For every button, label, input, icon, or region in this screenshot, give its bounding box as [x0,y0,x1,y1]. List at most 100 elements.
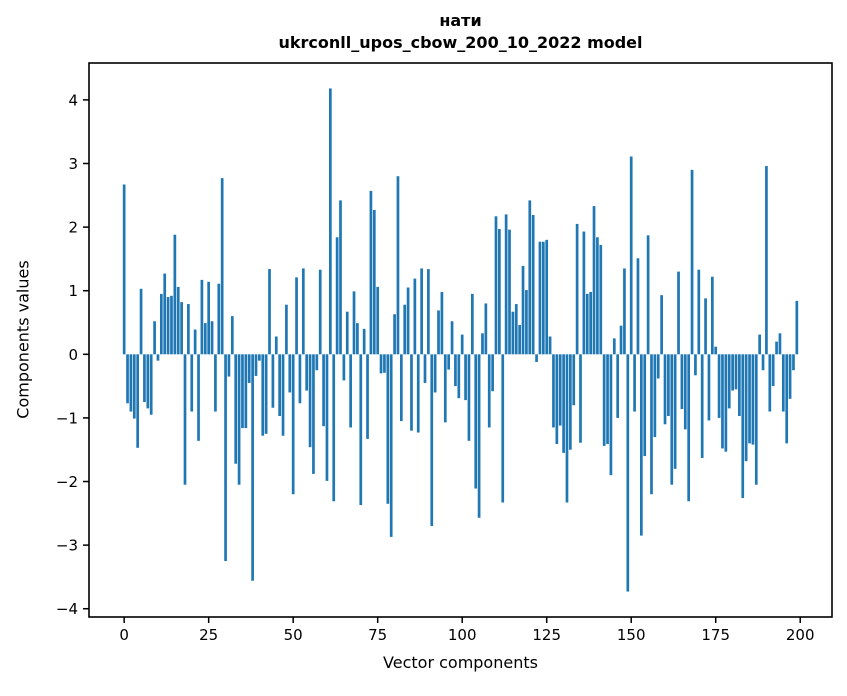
bar [308,354,312,448]
bar [457,354,461,399]
bar [700,354,704,458]
bar [312,354,315,474]
chart-title: нати ukrconll_upos_cbow_200_10_2022 mode… [89,10,832,54]
bar [305,354,309,391]
bar [677,271,680,355]
bar [217,283,221,355]
bar [318,269,322,355]
bar [623,268,626,355]
bar [190,354,194,412]
bar [795,300,799,355]
bar [646,235,650,355]
bar [707,354,711,421]
x-tick-label: 125 [532,626,561,644]
y-tick-label: −2 [56,473,78,491]
bar [771,354,775,387]
bar [244,354,248,429]
bar [153,321,156,355]
bar [332,354,336,502]
bar [748,354,751,444]
bar [126,354,129,404]
bar [440,291,444,355]
bar [237,354,241,485]
bar [589,291,592,355]
bar [450,321,454,355]
bar [744,354,748,462]
bar [325,354,329,481]
bar [758,334,762,355]
y-tick-label: −1 [56,409,78,427]
bar [754,354,758,485]
x-tick-label: 100 [448,626,477,644]
bar [521,265,525,355]
bar [315,354,319,371]
bar [616,354,620,418]
bar [369,190,373,355]
bar [203,323,207,355]
bar [149,354,153,415]
bar [558,354,562,426]
bar [210,321,214,355]
bar [565,354,569,503]
bar [555,354,559,444]
bar [538,241,542,355]
bar [653,354,657,437]
bar [470,293,474,355]
bar [596,237,599,355]
bar [697,269,701,355]
bar [781,354,785,412]
bar [464,354,467,401]
bar [271,354,275,408]
bar [694,354,697,376]
bar [234,354,238,464]
plot-frame [88,62,833,618]
bar [552,354,555,428]
bar [477,354,481,518]
x-tick-label: 0 [119,626,129,644]
bar [372,209,376,355]
bar [366,354,369,439]
x-tick-label: 50 [284,626,303,644]
y-tick-label: 1 [68,282,78,300]
x-tick-label: 75 [368,626,387,644]
x-axis-label: Vector components [383,653,538,672]
bar [322,354,325,427]
bar [410,354,413,431]
bar [416,354,420,433]
bar [389,354,393,537]
bar [342,354,346,381]
bar [345,311,349,355]
bar [775,341,778,355]
bar [690,169,694,355]
bar [650,354,653,495]
bar [423,354,427,383]
bar [548,336,552,355]
x-tick-label: 200 [786,626,815,644]
bar [230,316,234,355]
chart-title-word: нати [439,11,482,30]
bar [481,333,484,355]
bar [261,354,265,436]
bar [498,229,501,355]
bar [329,88,332,355]
bar [704,298,707,355]
bar [187,304,190,355]
bar [136,354,140,448]
bar [663,354,667,425]
bar [575,223,579,355]
bar [443,354,447,423]
bar [285,304,288,355]
bar [602,354,606,446]
bar [268,269,271,355]
x-tick-label: 175 [701,626,730,644]
bar [200,279,204,355]
bar [673,354,677,469]
bar [572,354,576,406]
bar [687,354,691,502]
bar [163,273,167,355]
y-tick-label: −4 [56,600,78,618]
bar [592,206,596,355]
bar [751,354,755,445]
bar [545,239,549,355]
bar [183,354,187,485]
